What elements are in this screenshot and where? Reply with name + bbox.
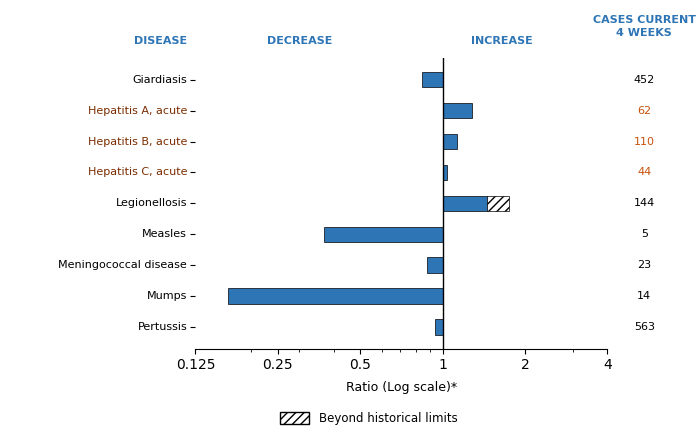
Text: INCREASE: INCREASE — [471, 37, 533, 46]
Text: 452: 452 — [634, 75, 655, 85]
Text: Hepatitis A, acute: Hepatitis A, acute — [88, 105, 187, 116]
Text: 62: 62 — [637, 105, 651, 116]
Text: CASES CURRENT
4 WEEKS: CASES CURRENT 4 WEEKS — [593, 15, 696, 38]
Text: Measles: Measles — [142, 229, 187, 239]
Text: DECREASE: DECREASE — [267, 37, 332, 46]
Text: 5: 5 — [641, 229, 648, 239]
Bar — [435, 319, 443, 335]
Text: DISEASE: DISEASE — [134, 37, 187, 46]
Bar — [443, 103, 472, 118]
Bar — [427, 257, 443, 273]
Bar — [443, 165, 447, 180]
Text: Giardiasis: Giardiasis — [133, 75, 187, 85]
Bar — [228, 288, 443, 304]
Text: Meningococcal disease: Meningococcal disease — [59, 260, 187, 270]
Bar — [443, 134, 457, 149]
X-axis label: Ratio (Log scale)*: Ratio (Log scale)* — [346, 381, 457, 394]
Text: Pertussis: Pertussis — [138, 322, 187, 332]
Bar — [422, 72, 443, 88]
Text: Hepatitis B, acute: Hepatitis B, acute — [88, 137, 187, 147]
Text: 44: 44 — [637, 168, 651, 177]
Text: 110: 110 — [634, 137, 655, 147]
Text: 23: 23 — [637, 260, 651, 270]
Text: 14: 14 — [637, 291, 651, 301]
Bar — [325, 227, 443, 242]
Text: Mumps: Mumps — [147, 291, 187, 301]
Bar — [487, 196, 509, 211]
Legend: Beyond historical limits: Beyond historical limits — [275, 408, 462, 430]
Text: Hepatitis C, acute: Hepatitis C, acute — [88, 168, 187, 177]
Bar — [443, 196, 487, 211]
Text: 563: 563 — [634, 322, 655, 332]
Text: Legionellosis: Legionellosis — [116, 198, 187, 208]
Text: 144: 144 — [634, 198, 655, 208]
